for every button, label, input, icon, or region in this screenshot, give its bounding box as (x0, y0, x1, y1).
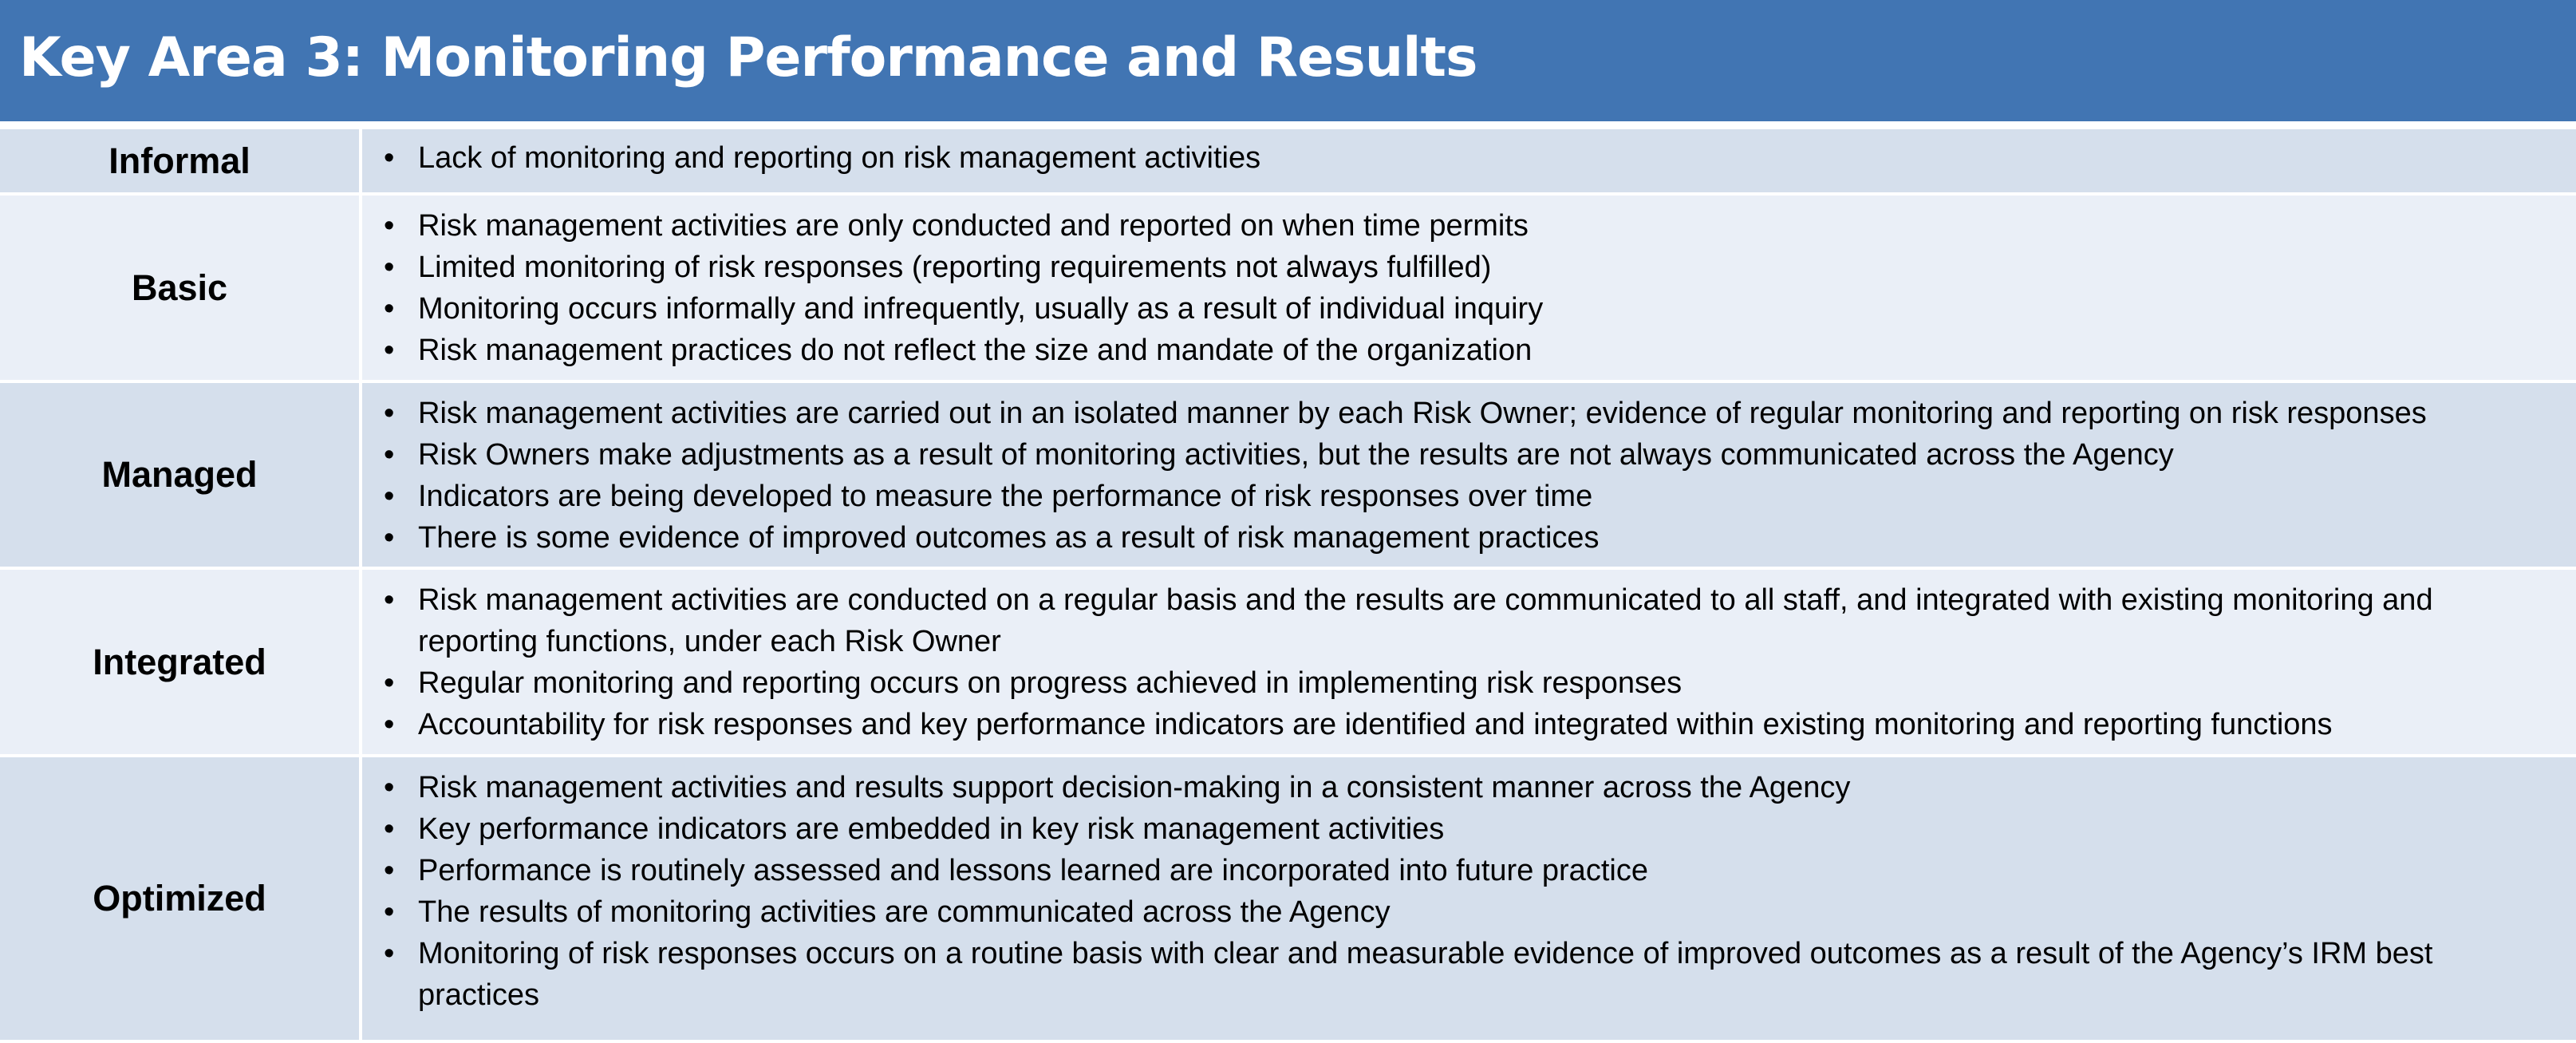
table-row-managed: Managed Risk management activities are c… (0, 381, 2576, 571)
title-bar: Key Area 3: Monitoring Performance and R… (0, 0, 2576, 121)
maturity-table: Informal Lack of monitoring and reportin… (0, 121, 2576, 1043)
table-row-optimized: Optimized Risk management activities and… (0, 756, 2576, 1043)
bullet-list: Risk management activities and results s… (362, 767, 2544, 1016)
level-description-managed: Risk management activities are carried o… (361, 381, 2576, 571)
bullet-list: Risk management activities are only cond… (362, 205, 2544, 371)
list-item: The results of monitoring activities are… (362, 891, 2544, 933)
level-description-informal: Lack of monitoring and reporting on risk… (361, 125, 2576, 196)
table-row-integrated: Integrated Risk management activities ar… (0, 568, 2576, 758)
level-label-basic: Basic (0, 194, 362, 383)
level-description-integrated: Risk management activities are conducted… (361, 568, 2576, 758)
list-item: Indicators are being developed to measur… (362, 476, 2544, 517)
table-row-basic: Basic Risk management activities are onl… (0, 194, 2576, 383)
list-item: Key performance indicators are embedded … (362, 808, 2544, 850)
list-item: Limited monitoring of risk responses (re… (362, 247, 2544, 288)
level-label-informal: Informal (0, 125, 362, 196)
list-item: Accountability for risk responses and ke… (362, 704, 2544, 745)
list-item: Monitoring of risk responses occurs on a… (362, 933, 2544, 1016)
list-item: There is some evidence of improved outco… (362, 517, 2544, 559)
level-label-optimized: Optimized (0, 756, 362, 1043)
list-item: Risk management activities are only cond… (362, 205, 2544, 247)
level-description-basic: Risk management activities are only cond… (361, 194, 2576, 383)
level-label-integrated: Integrated (0, 568, 362, 758)
list-item: Risk Owners make adjustments as a result… (362, 434, 2544, 476)
list-item: Lack of monitoring and reporting on risk… (362, 137, 2544, 179)
table-row-informal: Informal Lack of monitoring and reportin… (0, 125, 2576, 196)
list-item: Risk management activities and results s… (362, 767, 2544, 808)
level-description-optimized: Risk management activities and results s… (361, 756, 2576, 1043)
list-item: Performance is routinely assessed and le… (362, 850, 2544, 891)
level-label-managed: Managed (0, 381, 362, 571)
bullet-list: Risk management activities are conducted… (362, 579, 2544, 745)
list-item: Risk management practices do not reflect… (362, 330, 2544, 371)
list-item: Risk management activities are carried o… (362, 393, 2544, 434)
list-item: Monitoring occurs informally and infrequ… (362, 288, 2544, 330)
list-item: Regular monitoring and reporting occurs … (362, 662, 2544, 704)
bullet-list: Risk management activities are carried o… (362, 393, 2544, 559)
bullet-list: Lack of monitoring and reporting on risk… (362, 137, 2544, 179)
page-title: Key Area 3: Monitoring Performance and R… (19, 26, 1477, 89)
list-item: Risk management activities are conducted… (362, 579, 2544, 662)
